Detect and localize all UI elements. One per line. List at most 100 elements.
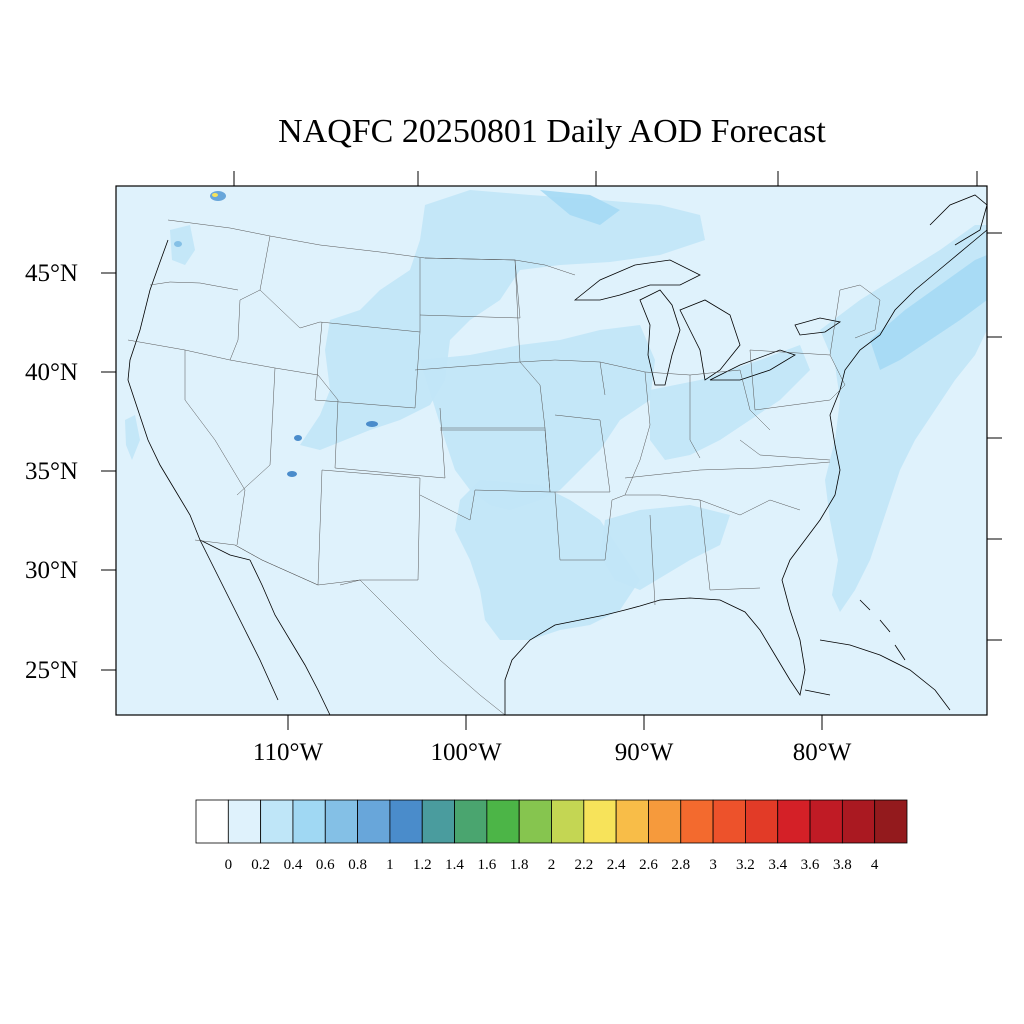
colorbar-label: 1 — [386, 857, 394, 873]
hotspot-arizona-north — [294, 435, 302, 441]
colorbar-swatch — [777, 799, 811, 844]
colorbar-swatch — [583, 799, 617, 844]
colorbar: 0 0.2 0.4 0.6 0.8 1 1.2 1.4 1.6 1.8 2 2.2 2.4 2.6 2.8 3… — [195, 799, 908, 873]
latitude-labels: 45°N 40°N 35°N 30°N 25°N — [25, 260, 78, 684]
colorbar-swatch — [292, 799, 326, 844]
border-va-nc — [739, 439, 831, 461]
border-nm-tx — [321, 469, 421, 586]
aod-plume-midwest — [420, 325, 655, 510]
aod-plume-california — [125, 415, 140, 460]
baja-coastline — [199, 539, 279, 701]
gulf-coastline — [504, 229, 988, 715]
colorbar-swatch — [615, 799, 649, 844]
lat-label: 40°N — [25, 359, 78, 386]
gulf-of-california-coast — [249, 559, 331, 716]
border-wi-il — [599, 361, 741, 516]
colorbar-swatch — [745, 799, 779, 844]
border-mexico — [194, 539, 506, 716]
lake-michigan — [639, 289, 681, 386]
nova-scotia-coast — [929, 194, 988, 246]
cuba-coast — [819, 639, 951, 711]
border-mt-wy-id — [259, 289, 421, 333]
colorbar-label: 4 — [871, 857, 879, 873]
colorbar-swatch — [648, 799, 682, 844]
colorbar-swatch — [712, 799, 746, 844]
colorbar-label: 1.6 — [477, 857, 496, 873]
colorbar-swatch — [195, 799, 229, 844]
colorbar-label: 0.8 — [348, 857, 367, 873]
colorbar-label: 3.8 — [833, 857, 852, 873]
aod-plume-northern-plains — [300, 190, 705, 450]
colorbar-swatch — [680, 799, 714, 844]
map-frame — [115, 185, 988, 716]
hotspot-washington — [210, 191, 226, 201]
colorbar-swatch — [357, 799, 391, 844]
aod-plumes — [125, 190, 987, 640]
colorbar-label: 0.2 — [251, 857, 270, 873]
border-sc-ga-al — [649, 499, 801, 606]
colorbar-label: 0 — [225, 857, 233, 873]
lat-label: 35°N — [25, 458, 78, 485]
lat-label: 30°N — [25, 557, 78, 584]
figure-title: NAQFC 20250801 Daily AOD Forecast — [278, 113, 826, 150]
colorbar-swatch — [486, 799, 520, 844]
coastlines — [127, 194, 988, 716]
colorbar-swatch — [874, 799, 908, 844]
border-la-ms — [554, 491, 626, 561]
colorbar-swatch — [389, 799, 423, 844]
colorbar-label: 0.4 — [284, 857, 303, 873]
colorbar-label: 3.4 — [768, 857, 787, 873]
border-new-england — [829, 284, 881, 356]
map-ticks — [101, 171, 1002, 730]
state-borders — [127, 219, 881, 716]
hotspot-puget — [174, 241, 182, 247]
lon-label: 90°W — [615, 739, 674, 766]
colorbar-label: 2.2 — [574, 857, 593, 873]
us-canada-border — [167, 219, 576, 276]
lake-ontario — [794, 317, 842, 336]
pacific-coastline — [127, 239, 251, 561]
border-in-oh — [644, 369, 771, 459]
border-pa-ny — [749, 349, 846, 411]
hotspot-washington-core — [212, 193, 218, 197]
colorbar-label: 2 — [548, 857, 556, 873]
colorbar-swatch — [551, 799, 585, 844]
aod-plume-west-coast — [170, 225, 195, 265]
colorbar-swatch — [841, 799, 876, 844]
border-wa-or — [149, 281, 239, 291]
colorbar-swatch — [518, 799, 552, 844]
colorbar-label: 3.6 — [801, 857, 820, 873]
border-nv-ut-az — [229, 359, 276, 496]
border-id-mt — [229, 235, 271, 361]
colorbar-label: 2.6 — [639, 857, 658, 873]
border-mn-ia — [514, 259, 606, 396]
border-ky-tn — [624, 461, 831, 479]
florida-keys — [804, 689, 831, 696]
lat-label: 25°N — [25, 657, 78, 684]
border-ne-ks — [414, 361, 546, 429]
hotspot-colorado — [366, 421, 378, 427]
colorbar-label: 3.2 — [736, 857, 755, 873]
lake-superior — [573, 259, 701, 301]
colorbar-swatch — [324, 799, 358, 844]
lon-label: 100°W — [430, 739, 501, 766]
colorbar-swatch — [454, 799, 488, 844]
border-ca-nv — [184, 350, 246, 546]
colorbar-label: 1.8 — [510, 857, 529, 873]
colorbar-swatch — [809, 799, 843, 844]
aod-plume-canada-band — [540, 190, 620, 225]
lon-label: 80°W — [793, 739, 852, 766]
colorbar-label: 1.2 — [413, 857, 432, 873]
colorbar-swatch — [421, 799, 455, 844]
map-panel: 45°N 40°N 35°N 30°N 25°N 110°W 100°W 90°… — [25, 171, 1002, 766]
colorbar-label: 2.8 — [671, 857, 690, 873]
lat-label: 45°N — [25, 260, 78, 287]
border-co — [334, 399, 446, 479]
colorbar-label: 0.6 — [316, 857, 335, 873]
lon-label: 110°W — [253, 739, 324, 766]
colorbar-swatch — [227, 799, 262, 844]
lake-huron — [679, 299, 741, 381]
longitude-labels: 110°W 100°W 90°W 80°W — [253, 739, 852, 766]
hotspot-arizona — [287, 471, 297, 477]
